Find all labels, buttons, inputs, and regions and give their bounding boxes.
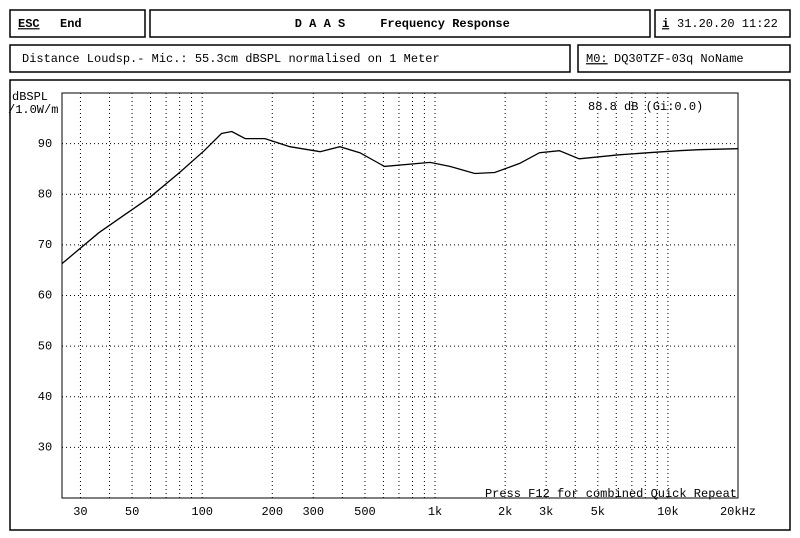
- y-tick-label: 40: [38, 390, 52, 404]
- y-unit: /1.0W/m: [8, 103, 58, 117]
- x-tick-label: 2k: [498, 505, 512, 519]
- x-tick-label: 50: [125, 505, 139, 519]
- y-tick-label: 60: [38, 289, 52, 303]
- title-box: [149, 9, 651, 38]
- footer-hint: Press F12 for combined Quick Repeat: [485, 487, 737, 501]
- x-tick-label: 10k: [657, 505, 679, 519]
- info-key: i: [662, 17, 669, 31]
- y-tick-label: 80: [38, 187, 52, 201]
- x-tick-label: 100: [191, 505, 213, 519]
- datetime: 31.20.20 11:22: [677, 17, 778, 31]
- memory-key: M0:: [586, 52, 608, 66]
- esc-key: ESC: [18, 17, 40, 31]
- x-tick-label: 1k: [428, 505, 442, 519]
- measurement-box: [9, 44, 571, 73]
- info-box[interactable]: [654, 9, 791, 38]
- response-curve: [61, 130, 739, 265]
- x-tick-label: 500: [354, 505, 376, 519]
- y-label: dBSPL: [12, 90, 48, 104]
- x-tick-label: 3k: [539, 505, 553, 519]
- annotation: 88.8 dB (Gi:0.0): [588, 100, 703, 114]
- x-tick-label: 20kHz: [720, 505, 756, 519]
- memory-box[interactable]: [577, 44, 791, 73]
- x-tick-label: 200: [261, 505, 283, 519]
- esc-label: End: [60, 17, 82, 31]
- chart-frame: [9, 79, 791, 531]
- esc-box[interactable]: [9, 9, 146, 38]
- x-tick-label: 5k: [591, 505, 605, 519]
- measurement: Distance Loudsp.- Mic.: 55.3cm dBSPL nor…: [22, 52, 440, 66]
- memory-name: DQ30TZF-03q NoName: [614, 52, 744, 66]
- y-tick-label: 50: [38, 339, 52, 353]
- y-tick-label: 30: [38, 441, 52, 455]
- app-name: D A A S: [295, 17, 345, 31]
- x-tick-label: 30: [73, 505, 87, 519]
- y-tick-label: 90: [38, 137, 52, 151]
- title: Frequency Response: [380, 17, 510, 31]
- x-tick-label: 300: [302, 505, 324, 519]
- y-tick-label: 70: [38, 238, 52, 252]
